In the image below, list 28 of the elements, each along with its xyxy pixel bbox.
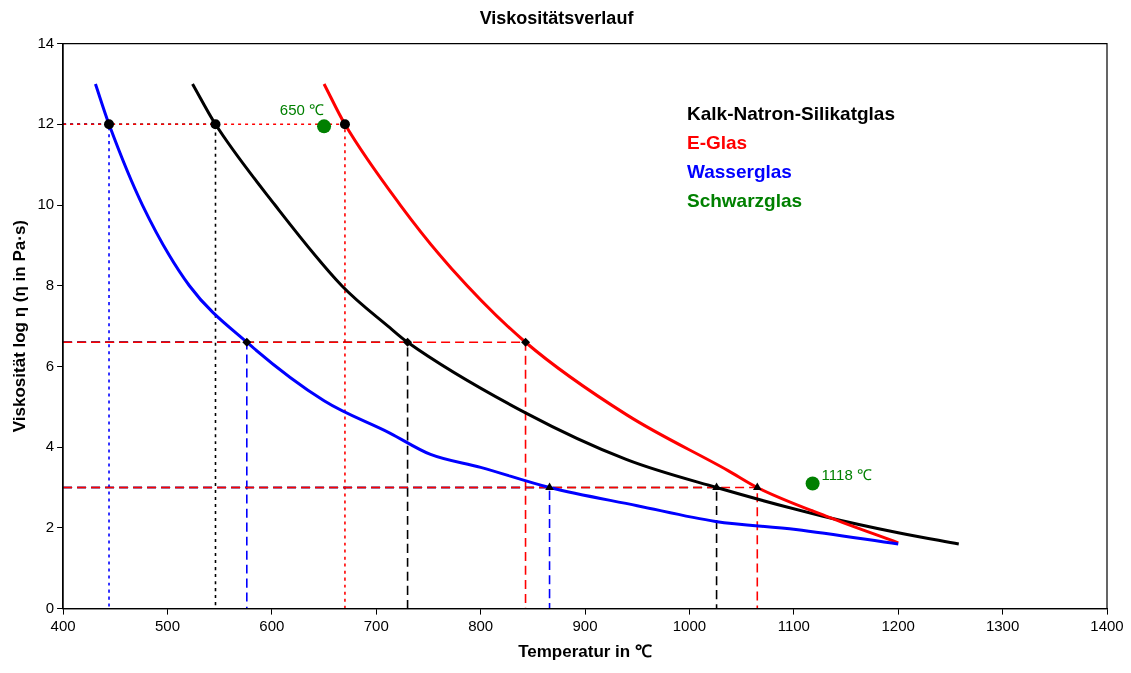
chart-title: Viskositätsverlauf <box>479 7 635 28</box>
annotation: 650 ℃ <box>279 100 325 118</box>
x-tick-label: 400 <box>50 616 76 634</box>
y-axis-title: Viskosität log η (η in Pa·s) <box>9 219 29 433</box>
y-tick-label: 0 <box>45 598 55 616</box>
x-tick-label: 500 <box>154 616 180 634</box>
text: Kalk-Natron-Silikatglas <box>687 101 895 126</box>
x-axis-title: Temperatur in ℃ <box>518 642 652 662</box>
y-tick-label: 6 <box>45 356 55 374</box>
y-tick-label: 12 <box>37 114 55 132</box>
x-tick-label: 600 <box>259 616 285 634</box>
x-tick-label: 1400 <box>1090 616 1124 634</box>
annotation: 1118 ℃ <box>821 466 872 484</box>
y-tick-label: 14 <box>37 33 55 51</box>
x-tick-label: 1000 <box>672 616 707 634</box>
x-tick-label: 900 <box>572 616 598 634</box>
x-tick-label: 1100 <box>777 616 810 634</box>
text: Schwarzglas <box>687 188 804 213</box>
text: Wasserglas <box>687 159 793 184</box>
text: E-Glas <box>687 130 749 155</box>
y-tick-label: 10 <box>37 195 55 213</box>
y-tick-label: 4 <box>45 437 55 455</box>
x-tick-label: 1200 <box>881 616 915 634</box>
y-tick-label: 2 <box>45 518 55 536</box>
x-tick-label: 1300 <box>985 616 1020 634</box>
x-tick-label: 700 <box>363 616 389 634</box>
y-tick-label: 8 <box>45 275 55 293</box>
x-tick-label: 800 <box>468 616 494 634</box>
